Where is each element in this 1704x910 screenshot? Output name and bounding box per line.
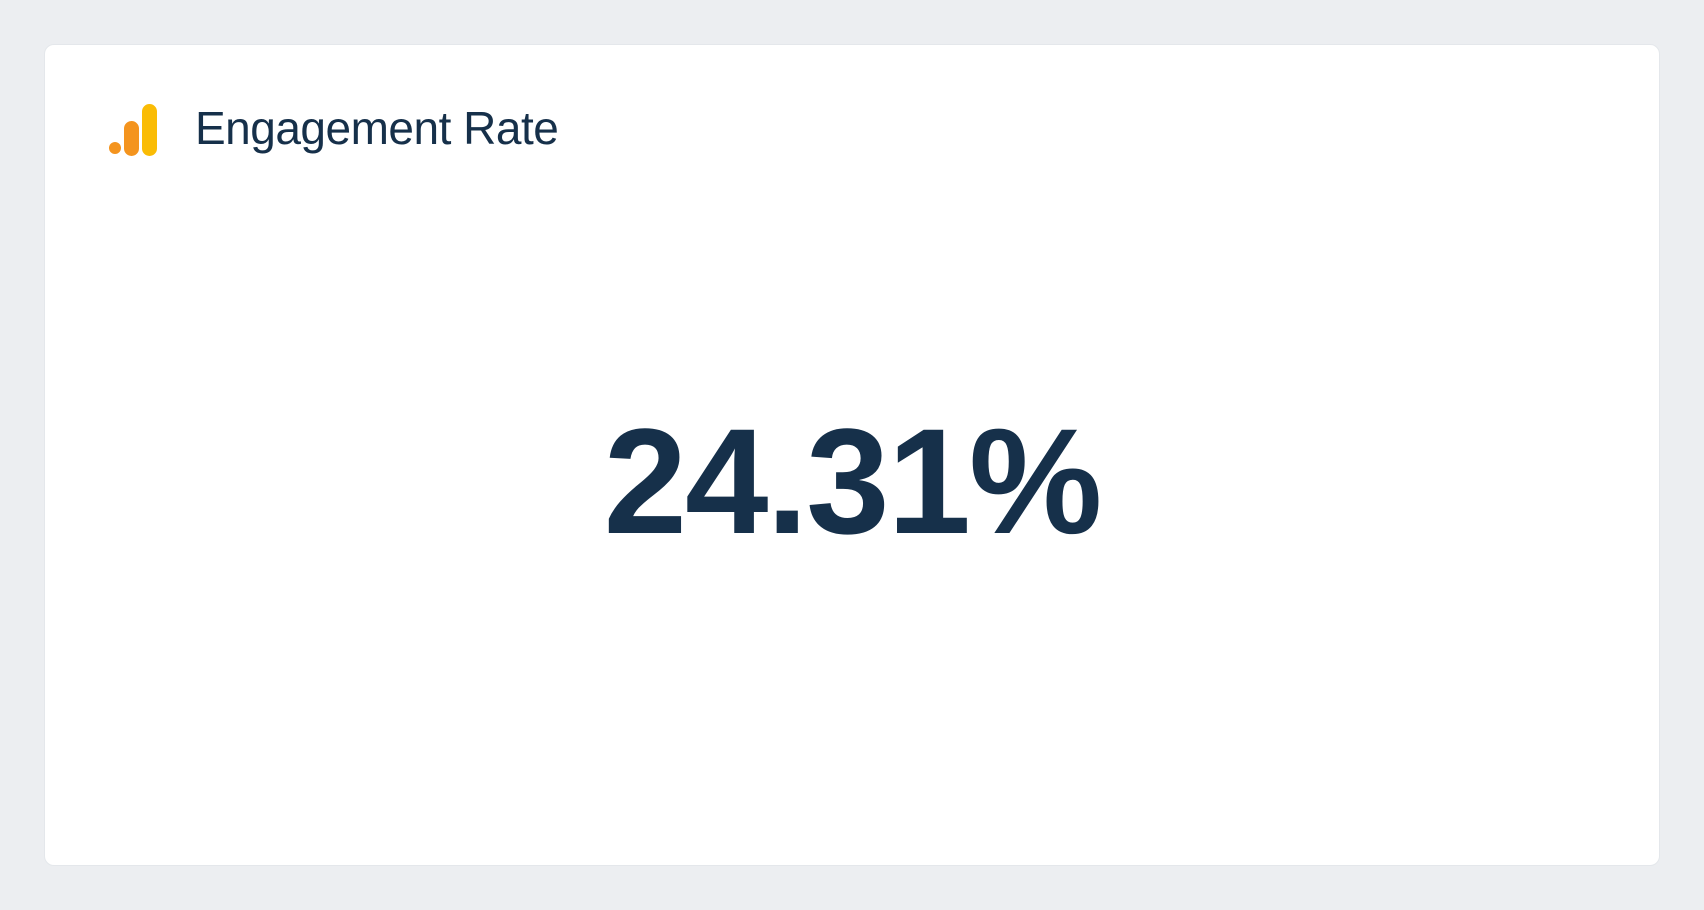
metric-value: 24.31% (604, 406, 1101, 556)
google-analytics-icon (105, 100, 161, 156)
card-body: 24.31% (45, 156, 1659, 865)
icon-bar-tall (142, 104, 157, 156)
icon-bar-medium (124, 121, 139, 156)
card-title: Engagement Rate (195, 101, 558, 155)
icon-bar-dot (109, 142, 121, 154)
card-header: Engagement Rate (45, 45, 1659, 156)
metric-card: Engagement Rate 24.31% (44, 44, 1660, 866)
